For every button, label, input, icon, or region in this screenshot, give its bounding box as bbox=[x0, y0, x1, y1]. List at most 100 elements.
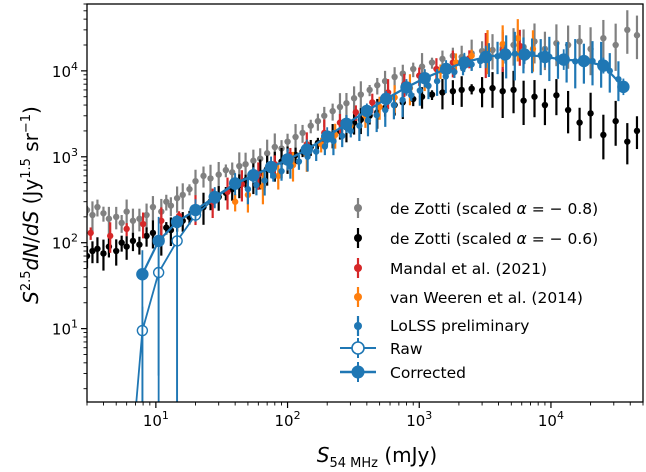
corrected-point bbox=[379, 92, 393, 106]
y-tick-label: 101 bbox=[52, 318, 78, 339]
de-zotti-scaled-0-6-point bbox=[149, 229, 157, 237]
legend-label: Mandal et al. (2021) bbox=[390, 260, 547, 278]
van-weeren-et-al-2014-point bbox=[275, 172, 282, 180]
corrected-point bbox=[557, 53, 570, 66]
de-zotti-scaled-0-8-point bbox=[257, 155, 264, 162]
lolss-preliminary-point bbox=[416, 87, 424, 94]
lolss-preliminary-point bbox=[339, 132, 346, 140]
de-zotti-scaled-0-8-point bbox=[87, 206, 91, 214]
legend-marker bbox=[354, 293, 362, 301]
de-zotti-scaled-0-8-point bbox=[179, 191, 186, 199]
de-zotti-scaled-0-8-point bbox=[167, 202, 175, 209]
de-zotti-scaled-0-8-point bbox=[600, 34, 607, 42]
de-zotti-scaled-0-8-point bbox=[118, 219, 125, 227]
de-zotti-scaled-0-8-point bbox=[186, 185, 193, 193]
de-zotti-scaled-0-8-point bbox=[410, 65, 417, 73]
de-zotti-scaled-0-6-point bbox=[510, 86, 517, 94]
corrected-point bbox=[458, 56, 471, 69]
de-zotti-scaled-0-8-point bbox=[307, 122, 314, 129]
van-weeren-et-al-2014-point bbox=[514, 34, 521, 42]
de-zotti-scaled-0-6-point bbox=[143, 232, 150, 240]
legend-label: de Zotti (scaled α = − 0.6) bbox=[390, 230, 598, 248]
y-axis-label: S2.5dN/dS (Jy1.5 sr−1) bbox=[19, 106, 43, 304]
corrected-point bbox=[518, 48, 531, 61]
de-zotti-scaled-0-6-point bbox=[113, 247, 120, 255]
corrected-point bbox=[617, 80, 630, 94]
de-zotti-scaled-0-8-point bbox=[381, 77, 389, 85]
de-zotti-scaled-0-8-point bbox=[612, 41, 619, 49]
de-zotti-scaled-0-8-point bbox=[271, 143, 278, 151]
de-zotti-scaled-0-8-point bbox=[314, 117, 322, 125]
lolss-preliminary-point bbox=[382, 106, 389, 114]
corrected-point bbox=[208, 190, 221, 204]
lolss-preliminary-point bbox=[356, 122, 363, 129]
corrected-point bbox=[189, 203, 202, 217]
legend-marker bbox=[351, 365, 365, 379]
legend-label: van Weeren et al. (2014) bbox=[390, 289, 583, 307]
de-zotti-scaled-0-8-point bbox=[366, 86, 373, 94]
de-zotti-scaled-0-6-point bbox=[587, 110, 594, 117]
de-zotti-scaled-0-8-point bbox=[428, 59, 436, 66]
lolss-preliminary-point bbox=[312, 148, 320, 155]
de-zotti-scaled-0-8-point bbox=[149, 203, 157, 211]
legend-entry-vanweeren: van Weeren et al. (2014) bbox=[354, 287, 583, 307]
corrected-point bbox=[597, 59, 610, 72]
de-zotti-scaled-0-8-point bbox=[439, 55, 446, 63]
de-zotti-scaled-0-6-point bbox=[633, 127, 641, 135]
de-zotti-scaled-0-8-point bbox=[374, 82, 381, 89]
lolss-preliminary-point bbox=[425, 82, 432, 90]
mandal-et-al-2021-point bbox=[123, 225, 130, 233]
x-tick-label: 104 bbox=[538, 409, 564, 430]
corrected-point bbox=[264, 160, 278, 174]
de-zotti-scaled-0-6-point bbox=[136, 241, 143, 248]
de-zotti-scaled-0-6-point bbox=[87, 252, 91, 260]
corrected-point bbox=[439, 62, 453, 76]
de-zotti-scaled-0-8-point bbox=[200, 172, 207, 180]
de-zotti-scaled-0-6-point bbox=[89, 247, 96, 255]
de-zotti-scaled-0-6-point bbox=[489, 84, 496, 92]
de-zotti-scaled-0-8-point bbox=[263, 150, 271, 157]
legend-label: Corrected bbox=[390, 364, 466, 382]
lolss-preliminary-point bbox=[399, 96, 406, 104]
de-zotti-scaled-0-6-point bbox=[624, 138, 631, 145]
lolss-preliminary-point bbox=[295, 158, 303, 165]
corrected-point bbox=[360, 104, 374, 118]
legend-marker bbox=[354, 204, 362, 212]
x-axis-label: S54 MHz (mJy) bbox=[317, 443, 437, 471]
legend-marker bbox=[351, 341, 365, 355]
de-zotti-scaled-0-8-point bbox=[250, 157, 257, 164]
lolss-preliminary-point bbox=[373, 111, 380, 119]
legend-marker bbox=[354, 234, 362, 242]
lolss-preliminary-point bbox=[278, 167, 285, 175]
legend-label: de Zotti (scaled α = − 0.8) bbox=[390, 200, 598, 218]
legend-label: LoLSS preliminary bbox=[390, 317, 529, 335]
lolss-preliminary-point bbox=[253, 181, 260, 189]
corrected-point bbox=[418, 71, 431, 85]
x-tick-label: 102 bbox=[275, 409, 301, 430]
corrected-point bbox=[479, 50, 492, 64]
de-zotti-scaled-0-6-point bbox=[100, 250, 107, 257]
de-zotti-scaled-0-6-point bbox=[541, 101, 549, 109]
y-tick-label: 103 bbox=[52, 146, 78, 167]
de-zotti-scaled-0-8-point bbox=[136, 215, 143, 222]
van-weeren-et-al-2014-point bbox=[468, 52, 475, 59]
corrected-point bbox=[538, 50, 552, 64]
legend: de Zotti (scaled α = − 0.8) de Zotti (sc… bbox=[340, 198, 598, 382]
plot-frame bbox=[86, 3, 644, 403]
de-zotti-scaled-0-8-point bbox=[105, 215, 113, 222]
lolss-preliminary-point bbox=[408, 92, 415, 99]
corrected-point bbox=[400, 81, 413, 94]
de-zotti-scaled-0-6-point bbox=[531, 93, 538, 100]
de-zotti-scaled-0-8-point bbox=[123, 208, 130, 215]
lolss-preliminary-point bbox=[451, 68, 458, 76]
data-layer bbox=[87, 10, 641, 402]
legend-entry-dezotti-08: de Zotti (scaled α = − 0.8) bbox=[354, 198, 598, 218]
legend-marker bbox=[354, 264, 362, 272]
de-zotti-scaled-0-8-point bbox=[236, 162, 243, 170]
legend-entry-raw: Raw bbox=[340, 338, 423, 358]
de-zotti-scaled-0-8-point bbox=[489, 46, 496, 54]
lolss-preliminary-point bbox=[244, 185, 252, 193]
de-zotti-scaled-0-8-point bbox=[113, 213, 120, 221]
de-zotti-scaled-0-6-point bbox=[468, 85, 475, 92]
